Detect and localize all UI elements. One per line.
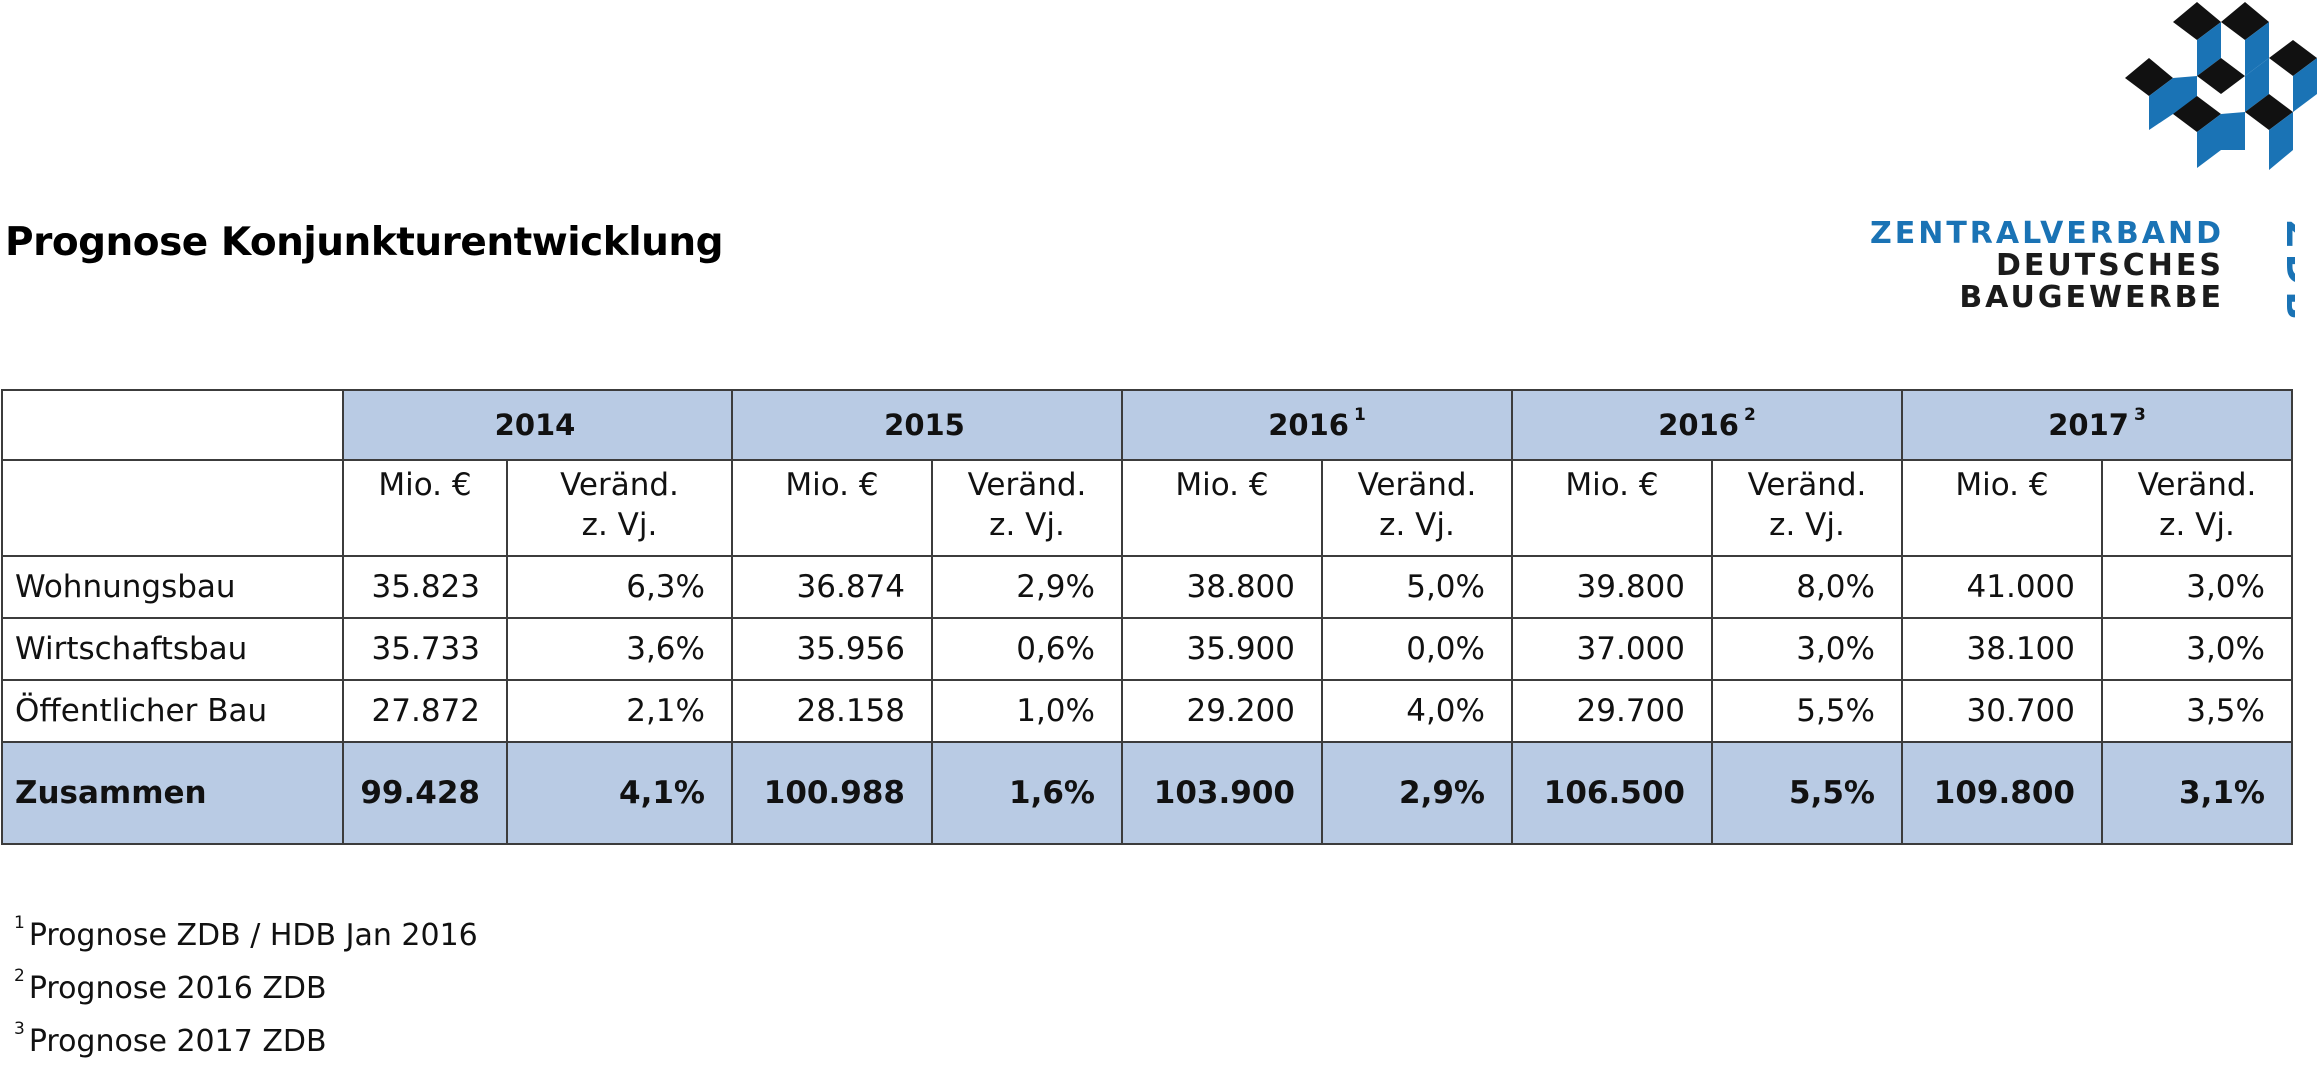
footnote: 1 Prognose ZDB / HDB Jan 2016: [14, 913, 478, 953]
year-header-row: 2014 2015 2016 1 2016 2 2017 3: [1, 389, 2293, 461]
cell: 2,9%: [931, 555, 1123, 619]
cell: 28.158: [731, 679, 933, 743]
row-label: Wirtschaftsbau: [1, 617, 344, 681]
footnote: 3 Prognose 2017 ZDB: [14, 1019, 327, 1059]
cell: 35.956: [731, 617, 933, 681]
year-header: 2015: [731, 389, 1123, 461]
table-row: Wirtschaftsbau 35.733 3,6% 35.956 0,6% 3…: [1, 617, 2293, 681]
cell: 29.200: [1121, 679, 1323, 743]
cell: 1,0%: [931, 679, 1123, 743]
cell: 3,5%: [2101, 679, 2293, 743]
year-header: 2014: [342, 389, 733, 461]
cell: 27.872: [342, 679, 508, 743]
unit-change: Veränd. z. Vj.: [1321, 459, 1513, 557]
year-header: 2016 1: [1121, 389, 1513, 461]
cell: 41.000: [1901, 555, 2103, 619]
logo-line-3: BAUGEWERBE: [1959, 280, 2224, 315]
total-cell: 5,5%: [1711, 741, 1903, 845]
total-row: Zusammen 99.428 4,1% 100.988 1,6% 103.90…: [1, 741, 2293, 845]
cell: 5,0%: [1321, 555, 1513, 619]
cell: 39.800: [1511, 555, 1713, 619]
cell: 30.700: [1901, 679, 2103, 743]
logo-abbrev: ZDB: [2278, 220, 2295, 320]
cell: 37.000: [1511, 617, 1713, 681]
unit-change: Veränd. z. Vj.: [931, 459, 1123, 557]
unit-corner: [1, 459, 344, 557]
zdb-vertical-text: ZDB: [2278, 220, 2295, 320]
cell: 4,0%: [1321, 679, 1513, 743]
cell: 35.823: [342, 555, 508, 619]
unit-change: Veränd. z. Vj.: [2101, 459, 2293, 557]
cell: 38.100: [1901, 617, 2103, 681]
forecast-table: 2014 2015 2016 1 2016 2 2017 3 Mio. € Verän…: [1, 389, 2293, 845]
logo-line-2: DEUTSCHES: [1995, 248, 2224, 283]
total-cell: 2,9%: [1321, 741, 1513, 845]
cell: 0,0%: [1321, 617, 1513, 681]
zdb-wordmark: ZENTRALVERBAND DEUTSCHES BAUGEWERBE: [1870, 218, 2224, 314]
cell: 35.733: [342, 617, 508, 681]
cell: 2,1%: [506, 679, 733, 743]
total-cell: 99.428: [342, 741, 508, 845]
unit-header-row: Mio. € Veränd. z. Vj. Mio. € Veränd. z. Vj…: [1, 459, 2293, 557]
unit-value: Mio. €: [1121, 459, 1323, 557]
logo-line-1: ZENTRALVERBAND: [1869, 216, 2224, 251]
total-cell: 100.988: [731, 741, 933, 845]
row-label: Öffentlicher Bau: [1, 679, 344, 743]
cell: 0,6%: [931, 617, 1123, 681]
total-cell: 4,1%: [506, 741, 733, 845]
total-cell: 109.800: [1901, 741, 2103, 845]
total-cell: 106.500: [1511, 741, 1713, 845]
page-title: Prognose Konjunkturentwicklung: [5, 220, 724, 265]
cell: 6,3%: [506, 555, 733, 619]
year-header: 2017 3: [1901, 389, 2293, 461]
cell: 5,5%: [1711, 679, 1903, 743]
table-row: Öffentlicher Bau 27.872 2,1% 28.158 1,0%…: [1, 679, 2293, 743]
cell: 8,0%: [1711, 555, 1903, 619]
cell: 3,0%: [2101, 617, 2293, 681]
total-cell: 1,6%: [931, 741, 1123, 845]
cell: 38.800: [1121, 555, 1323, 619]
cell: 35.900: [1121, 617, 1323, 681]
year-header: 2016 2: [1511, 389, 1903, 461]
table-row: Wohnungsbau 35.823 6,3% 36.874 2,9% 38.8…: [1, 555, 2293, 619]
footnotes: 1 Prognose ZDB / HDB Jan 2016 2 Prognose 2…: [14, 906, 478, 1065]
unit-change: Veränd. z. Vj.: [506, 459, 733, 557]
unit-value: Mio. €: [1901, 459, 2103, 557]
cell: 3,6%: [506, 617, 733, 681]
total-cell: 103.900: [1121, 741, 1323, 845]
footnote: 2 Prognose 2016 ZDB: [14, 966, 327, 1006]
unit-change: Veränd. z. Vj.: [1711, 459, 1903, 557]
unit-value: Mio. €: [731, 459, 933, 557]
unit-value: Mio. €: [342, 459, 508, 557]
row-label: Wohnungsbau: [1, 555, 344, 619]
cell: 3,0%: [2101, 555, 2293, 619]
zdb-logo-icon: [2125, 2, 2317, 170]
unit-value: Mio. €: [1511, 459, 1713, 557]
total-label: Zusammen: [1, 741, 344, 845]
total-cell: 3,1%: [2101, 741, 2293, 845]
cell: 3,0%: [1711, 617, 1903, 681]
cell: 29.700: [1511, 679, 1713, 743]
corner-cell: [1, 389, 344, 461]
cell: 36.874: [731, 555, 933, 619]
